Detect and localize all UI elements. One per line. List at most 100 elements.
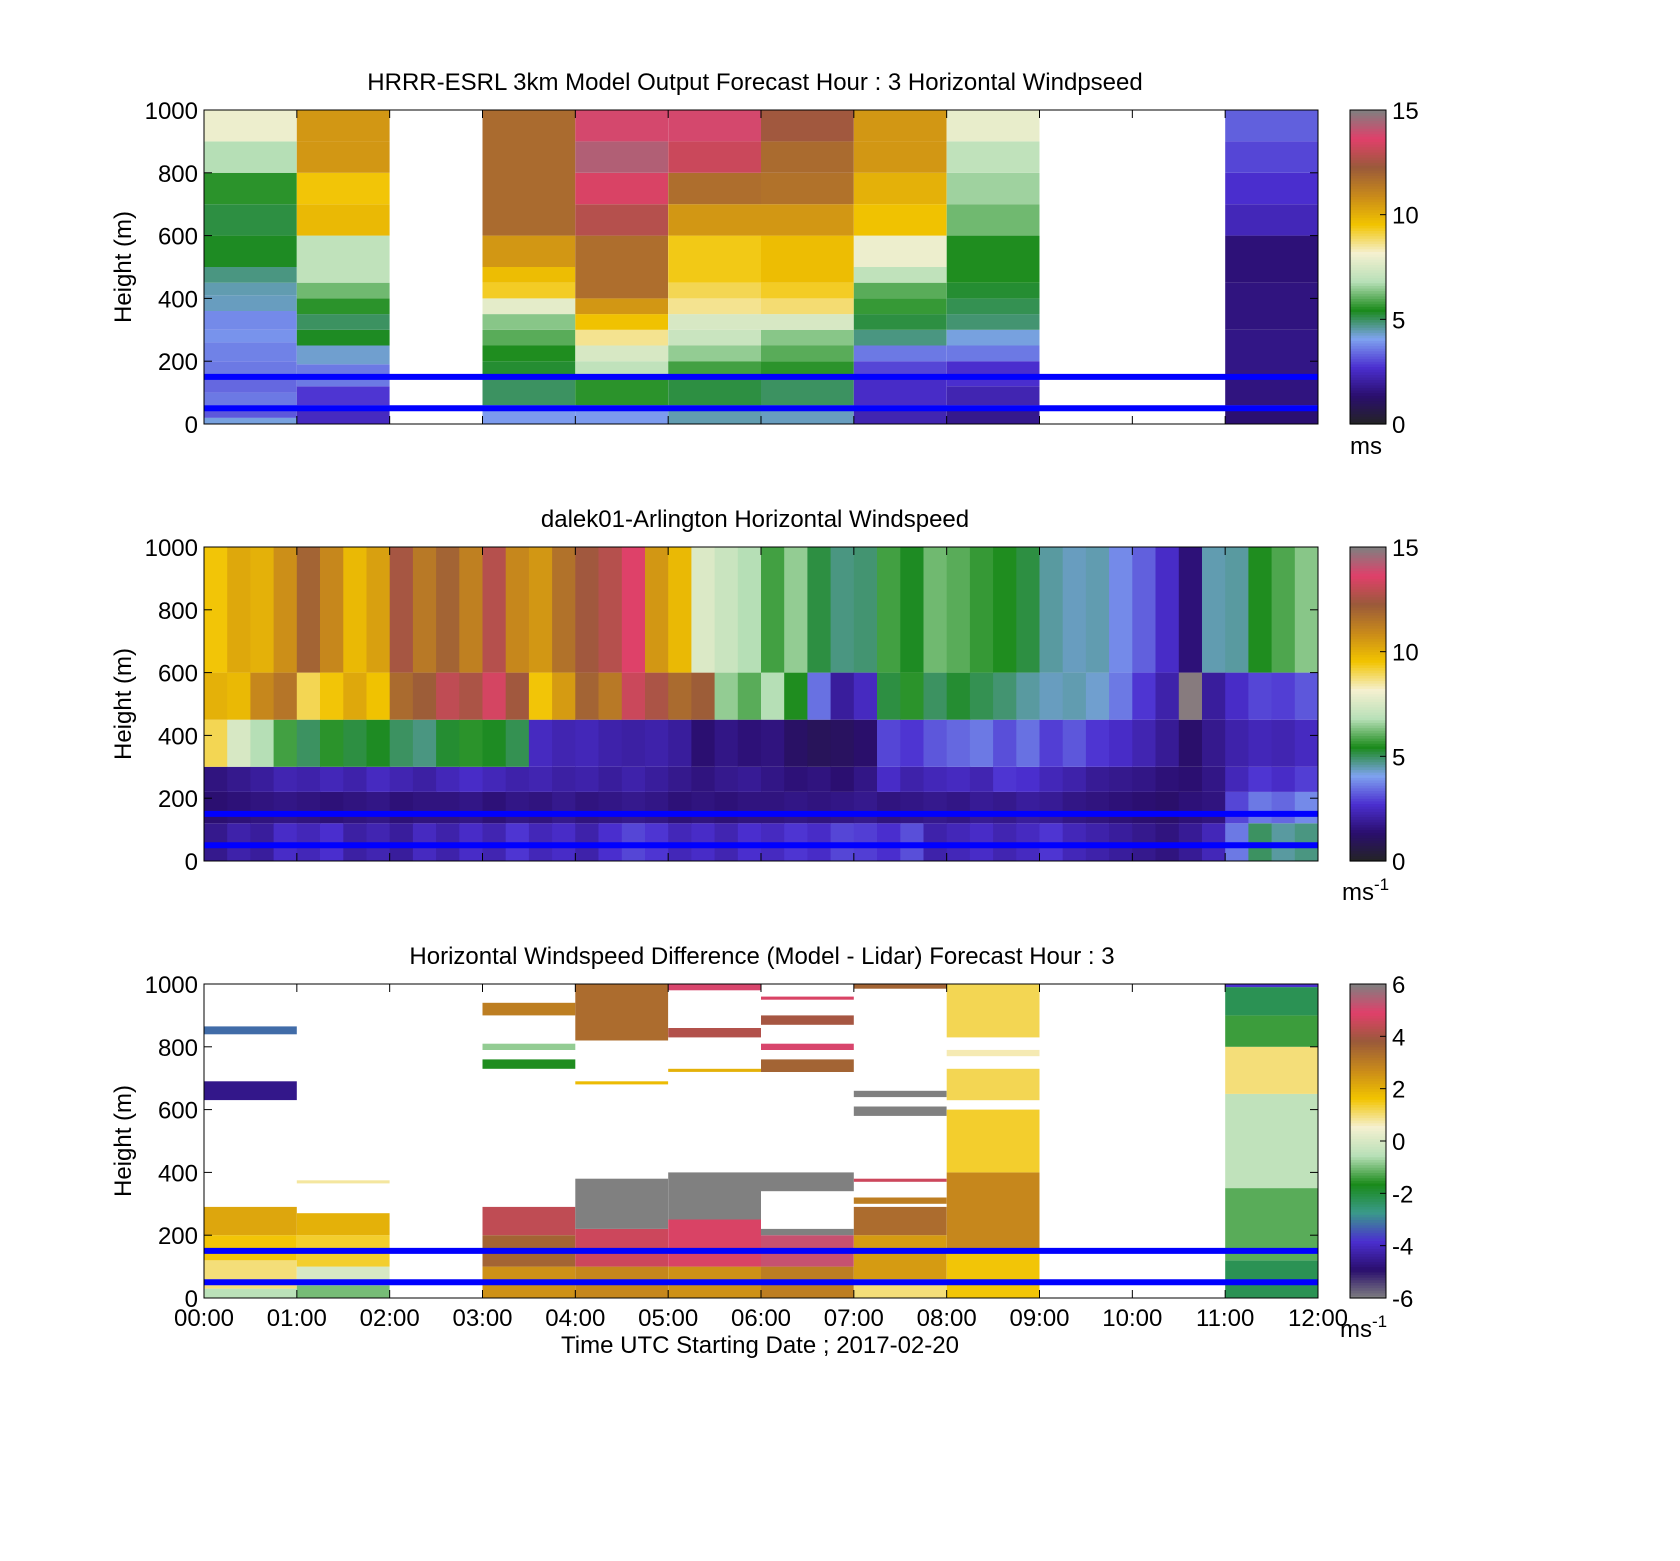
panel-lidar-colorbar-swatch-106 [1350, 581, 1386, 585]
panel-lidar-colorbar-swatch-12 [1350, 826, 1386, 831]
panel-model-cell-h8-12 [946, 110, 1040, 142]
panel-lidar-profile-14-cell-2 [528, 766, 553, 792]
panel-model-cell-h5-2 [668, 361, 761, 377]
panel-lidar-colorbar-swatch-44 [1350, 743, 1386, 747]
panel-model-cell-h8-4 [946, 329, 1040, 346]
panel-model-cell-h5-6 [668, 298, 761, 315]
panel-difference-colorbar-swatch-63 [1350, 1130, 1386, 1134]
panel-model-colorbar-swatch-56 [1350, 274, 1386, 279]
panel-lidar-colorbar-swatch-103 [1350, 588, 1386, 593]
panel-model-cell-h7-12 [853, 141, 947, 173]
panel-lidar-profile-29-cell-4 [877, 672, 901, 720]
panel-lidar-colorbar-swatch-112 [1350, 565, 1386, 569]
panel-difference-colorbar-swatch-85 [1350, 1072, 1386, 1077]
panel-model-colorbar-swatch-80 [1350, 212, 1386, 216]
panel-lidar-colorbar-swatch-19 [1350, 808, 1386, 812]
panel-difference-colorbar-swatch-36 [1350, 1201, 1386, 1205]
panel-model-colorbar-swatch-96 [1350, 170, 1386, 174]
panel-lidar-profile-44-cell-0 [1225, 823, 1249, 861]
panel-lidar-colorbar-swatch-45 [1350, 740, 1386, 744]
panel-model-colorbar-swatch-109 [1350, 136, 1386, 140]
panel-lidar-profile-22-cell-5 [714, 547, 739, 673]
panel-model-colorbar-swatch-100 [1350, 159, 1386, 163]
panel-difference-x-tick-label-0: 00:00 [174, 1305, 234, 1332]
panel-difference-cell-h1-0 [296, 1285, 390, 1298]
panel-lidar-profile-11-cell-3 [459, 719, 483, 767]
panel-lidar-profile-31-cell-5 [923, 547, 948, 673]
panel-lidar-colorbar-swatch-30 [1350, 779, 1386, 784]
panel-lidar-profile-35-cell-4 [1016, 672, 1040, 720]
panel-lidar-profile-20-cell-1 [668, 791, 692, 824]
panel-lidar-profile-35-cell-2 [1016, 766, 1040, 792]
panel-model-cell-h7-8 [853, 267, 947, 283]
panel-lidar-profile-14-cell-1 [528, 791, 553, 824]
panel-lidar-colorbar-tick-label-1: 5 [1392, 744, 1405, 771]
panel-lidar-profile-9-cell-1 [412, 791, 437, 824]
panel-model-y-tick-label-1: 200 [158, 349, 198, 376]
panel-model-cell-h5-7 [668, 282, 761, 299]
panel-lidar-profile-46-cell-1 [1271, 791, 1296, 824]
panel-lidar-profile-19-cell-3 [645, 719, 669, 767]
panel-difference-y-tick-label-5: 1000 [145, 972, 198, 999]
panel-lidar-profile-27-cell-5 [830, 547, 855, 673]
panel-lidar-profile-34-cell-5 [993, 547, 1017, 673]
panel-lidar-colorbar-swatch-27 [1350, 787, 1386, 791]
panel-lidar-profile-47-cell-4 [1294, 672, 1319, 720]
panel-lidar-colorbar-unit: ms-1 [1342, 875, 1389, 906]
panel-difference-colorbar-swatch-74 [1350, 1101, 1386, 1105]
panel-model-cell-h3-6 [482, 298, 576, 315]
panel-lidar-colorbar-swatch-51 [1350, 724, 1386, 729]
panel-difference-colorbar-swatch-49 [1350, 1167, 1386, 1171]
panel-difference-colorbar-swatch-109 [1350, 1010, 1386, 1014]
panel-model-colorbar-swatch-21 [1350, 366, 1386, 370]
panel-difference-colorbar-swatch-55 [1350, 1151, 1386, 1155]
panel-lidar-profile-33-cell-0 [969, 823, 994, 861]
panel-difference-colorbar-swatch-86 [1350, 1070, 1386, 1074]
panel-model-colorbar-frame [1349, 109, 1387, 425]
panel-lidar-profile-7-cell-2 [366, 766, 391, 792]
panel-lidar-profile-15-cell-4 [552, 672, 576, 720]
panel-lidar-profile-23-cell-4 [737, 672, 762, 720]
panel-difference-colorbar-swatch-110 [1350, 1007, 1386, 1011]
panel-model-colorbar-swatch-114 [1350, 123, 1386, 127]
panel-model-colorbar-swatch-45 [1350, 303, 1386, 307]
panel-model-colorbar-swatch-88 [1350, 191, 1386, 195]
panel-lidar-y-tick-label-0: 0 [185, 849, 198, 876]
panel-difference-x-tick-label-12: 12:00 [1288, 1305, 1348, 1332]
panel-difference-plot-area [204, 984, 1318, 1298]
panel-model-colorbar-swatch-17 [1350, 376, 1386, 381]
panel-lidar-profile-20-cell-5 [668, 547, 692, 673]
panel-lidar-profile-40-cell-0 [1132, 823, 1156, 861]
panel-model-colorbar-unit: ms [1350, 433, 1382, 460]
panel-model-cell-h0-4 [204, 361, 297, 377]
panel-lidar-profile-47-cell-0 [1294, 823, 1319, 861]
panel-lidar-colorbar-swatch-110 [1350, 570, 1386, 574]
panel-lidar-profile-11-cell-0 [459, 823, 483, 861]
panel-difference-colorbar-swatch-16 [1350, 1253, 1386, 1257]
panel-model-colorbar-swatch-55 [1350, 277, 1386, 281]
panel-difference-colorbar-swatch-108 [1350, 1012, 1386, 1016]
panel-difference-colorbar-swatch-7 [1350, 1277, 1386, 1281]
panel-difference-colorbar-swatch-117 [1350, 989, 1386, 993]
panel-lidar-colorbar-swatch-102 [1350, 591, 1386, 595]
panel-difference-colorbar-tick-label-6: 6 [1392, 972, 1405, 999]
panel-lidar-colorbar-swatch-29 [1350, 782, 1386, 786]
panel-model-cell-h8-8 [946, 235, 1040, 283]
panel-difference-colorbar-swatch-23 [1350, 1235, 1386, 1239]
panel-model-colorbar-swatch-40 [1350, 316, 1386, 320]
panel-lidar-colorbar-swatch-108 [1350, 575, 1386, 579]
panel-lidar-profile-20-cell-4 [668, 672, 692, 720]
panel-model-cell-h0-2 [204, 392, 297, 406]
panel-model-colorbar-swatch-94 [1350, 175, 1386, 179]
panel-lidar-y-tick-label-5: 1000 [145, 535, 198, 562]
panel-model-colorbar-swatch-22 [1350, 363, 1386, 368]
panel-lidar-profile-12-cell-1 [482, 791, 507, 824]
panel-difference-cell-h4-3 [575, 1081, 669, 1085]
panel-model-colorbar-swatch-74 [1350, 227, 1386, 231]
panel-difference-cell-h0-2 [204, 1235, 297, 1261]
panel-model-colorbar-swatch-18 [1350, 374, 1386, 378]
panel-difference-cell-h7-7 [853, 984, 947, 989]
panel-lidar-profile-30-cell-0 [900, 823, 924, 861]
panel-model-colorbar-swatch-50 [1350, 290, 1386, 294]
panel-lidar-colorbar-swatch-100 [1350, 596, 1386, 600]
